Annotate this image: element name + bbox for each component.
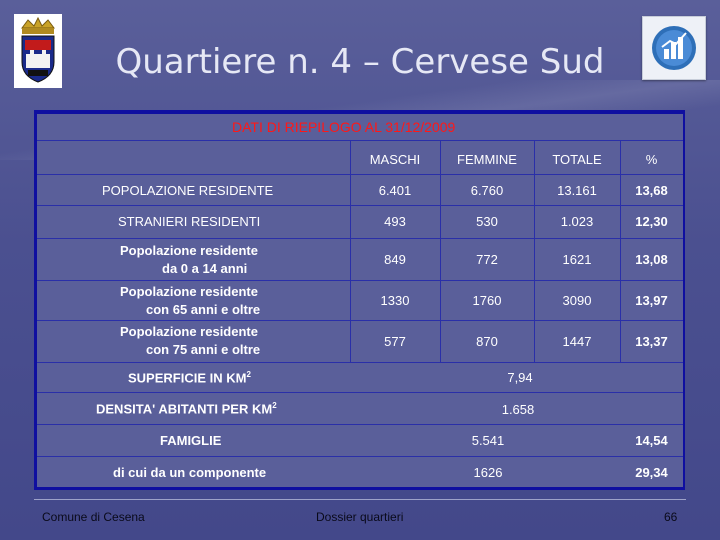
- famiglie-label: FAMIGLIE: [160, 433, 222, 448]
- grid-line: [37, 140, 683, 141]
- row-label-line1: Popolazione residente: [120, 284, 258, 299]
- densita-label: DENSITA' ABITANTI PER KM2: [96, 401, 277, 416]
- cell-femmine: 870: [476, 334, 498, 349]
- cell-totale: 13.161: [557, 183, 597, 198]
- cell-percent: 13,97: [635, 293, 668, 308]
- statistics-logo: [642, 16, 706, 80]
- grid-line: [37, 174, 683, 175]
- cell-totale: 1621: [562, 252, 592, 267]
- grid-line: [37, 392, 683, 393]
- cell-maschi: 1330: [380, 293, 410, 308]
- table-caption: DATI DI RIEPILOGO AL 31/12/2009: [232, 119, 456, 135]
- cell-percent: 12,30: [635, 214, 668, 229]
- grid-line: [440, 140, 441, 362]
- uncomponente-percent: 29,34: [635, 465, 668, 480]
- grid-line: [350, 140, 351, 362]
- famiglie-percent: 14,54: [635, 433, 668, 448]
- uncomponente-label: di cui da un componente: [113, 465, 267, 480]
- cell-totale: 3090: [562, 293, 592, 308]
- densita-unit-exponent: 2: [272, 401, 277, 410]
- superficie-label-text: SUPERFICIE IN KM: [128, 370, 247, 386]
- densita-value: 1.658: [501, 402, 535, 417]
- densita-label-text: DENSITA' ABITANTI PER KM: [96, 401, 273, 417]
- row-label: STRANIERI RESIDENTI: [118, 214, 261, 229]
- grid-line: [37, 205, 683, 206]
- cell-percent: 13,37: [635, 334, 668, 349]
- cell-femmine: 530: [476, 214, 498, 229]
- cell-percent: 13,08: [635, 252, 668, 267]
- row-label-line2: da 0 a 14 anni: [162, 261, 248, 276]
- page-title: Quartiere n. 4 – Cervese Sud: [115, 42, 605, 82]
- footer-center: Dossier quartieri: [316, 510, 404, 524]
- grid-line: [37, 320, 683, 321]
- grid-line: [534, 140, 535, 362]
- row-label: POPOLAZIONE RESIDENTE: [102, 183, 274, 198]
- cell-totale: 1447: [562, 334, 592, 349]
- grid-line: [37, 456, 683, 457]
- row-label-line2: con 65 anni e oltre: [146, 302, 261, 317]
- row-label-line1: Popolazione residente: [120, 243, 258, 258]
- col-header-maschi: MASCHI: [369, 152, 421, 167]
- cell-maschi: 6.401: [378, 183, 412, 198]
- city-crest-icon: [14, 14, 62, 88]
- famiglie-value: 5.541: [471, 433, 505, 448]
- grid-line: [37, 424, 683, 425]
- row-label-line2: con 75 anni e oltre: [146, 342, 261, 357]
- cell-maschi: 849: [384, 252, 406, 267]
- superficie-unit-exponent: 2: [246, 370, 251, 379]
- footer-left: Comune di Cesena: [42, 510, 145, 524]
- col-header-femmine: FEMMINE: [457, 152, 517, 167]
- footer-divider: [34, 499, 686, 500]
- col-header-percent: %: [645, 152, 658, 167]
- cell-maschi: 577: [384, 334, 406, 349]
- grid-line: [37, 238, 683, 239]
- page-number: 66: [664, 510, 678, 524]
- cell-femmine: 1760: [472, 293, 502, 308]
- col-header-totale: TOTALE: [552, 152, 602, 167]
- cell-percent: 13,68: [635, 183, 668, 198]
- cell-totale: 1.023: [560, 214, 594, 229]
- bar-chart-icon: [652, 26, 696, 70]
- cell-femmine: 772: [476, 252, 498, 267]
- superficie-value: 7,94: [507, 370, 533, 385]
- uncomponente-value: 1626: [473, 465, 503, 480]
- grid-line: [37, 280, 683, 281]
- grid-line: [620, 140, 621, 362]
- superficie-label: SUPERFICIE IN KM2: [128, 370, 251, 385]
- cell-femmine: 6.760: [470, 183, 504, 198]
- cell-maschi: 493: [384, 214, 406, 229]
- grid-line: [37, 362, 683, 363]
- row-label-line1: Popolazione residente: [120, 324, 258, 339]
